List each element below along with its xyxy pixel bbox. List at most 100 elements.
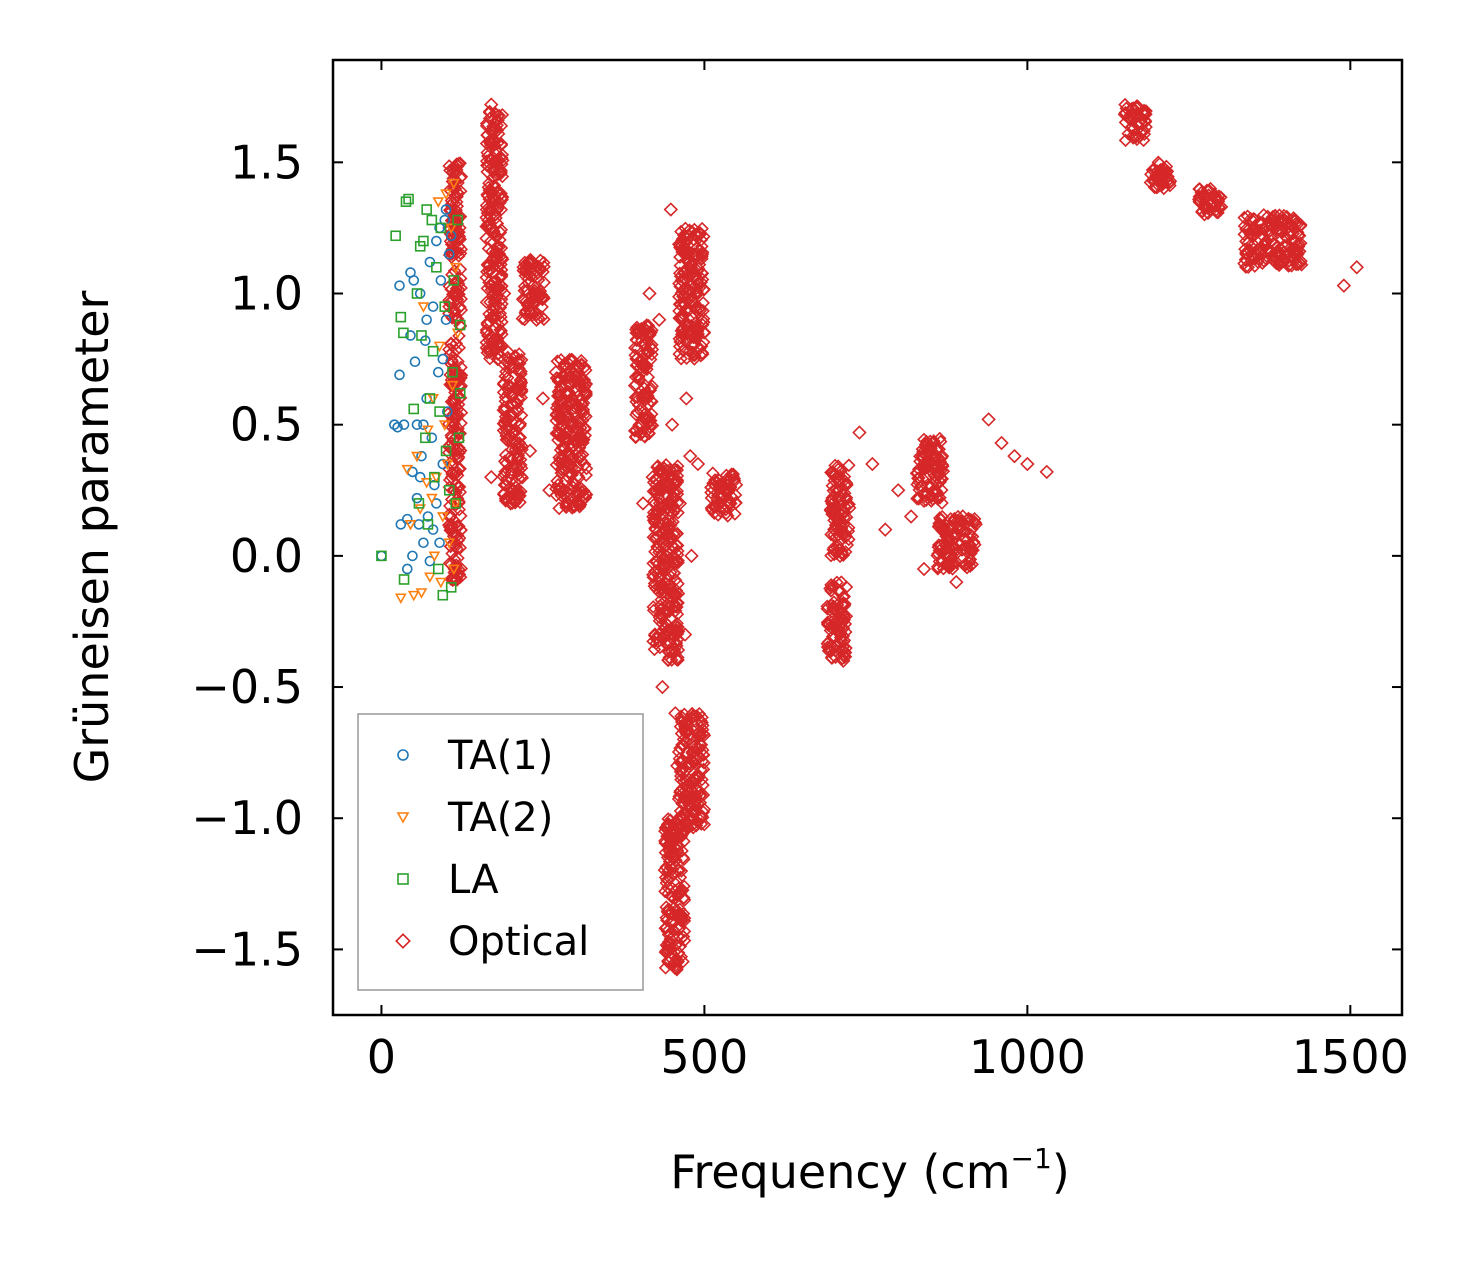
data-point xyxy=(1265,212,1281,228)
optical-cluster-marker xyxy=(528,295,542,310)
optical-cluster-marker xyxy=(652,481,667,495)
optical-cluster-marker xyxy=(498,403,512,417)
x-axis-label: Frequency (cm−1) xyxy=(670,1142,1070,1199)
data-point xyxy=(1246,228,1261,243)
optical-cluster-marker xyxy=(559,455,574,469)
optical-cluster-marker xyxy=(1191,192,1206,207)
optical-cluster-marker xyxy=(1136,133,1151,148)
optical-cluster-marker xyxy=(485,194,499,209)
data-point xyxy=(392,422,403,433)
optical-cluster-marker xyxy=(495,108,510,122)
data-point xyxy=(398,419,410,430)
optical-cluster-marker xyxy=(667,566,682,580)
optical-cluster-marker xyxy=(444,337,458,351)
optical-cluster-marker xyxy=(958,557,973,571)
optical-cluster-marker xyxy=(628,429,643,444)
optical-cluster-marker xyxy=(450,313,464,328)
x-tick-label: 1500 xyxy=(1292,1030,1409,1084)
data-point xyxy=(1123,107,1138,123)
optical-cluster xyxy=(496,345,530,510)
data-point xyxy=(434,406,445,417)
optical-cluster-marker xyxy=(497,400,512,414)
optical-cluster-marker xyxy=(1293,219,1308,233)
optical-cluster-marker xyxy=(838,530,852,545)
optical-cluster-marker xyxy=(511,352,526,367)
data-point xyxy=(826,601,841,616)
optical-cluster-marker xyxy=(493,233,507,247)
optical-cluster-marker xyxy=(490,331,505,345)
optical-cluster-marker xyxy=(824,527,838,542)
optical-cluster-marker xyxy=(1258,235,1273,249)
optical-cluster-marker xyxy=(495,279,509,293)
optical-cluster-marker xyxy=(723,480,738,495)
optical-cluster-marker xyxy=(481,213,495,228)
optical-cluster-marker xyxy=(579,385,593,399)
optical-cluster-marker xyxy=(649,484,663,498)
data-point xyxy=(437,353,449,365)
optical-cluster-marker xyxy=(832,498,847,512)
data-point xyxy=(693,811,709,826)
optical-cluster-marker xyxy=(690,284,704,299)
optical-cluster-marker xyxy=(443,347,458,361)
optical-cluster-marker xyxy=(1270,225,1285,240)
optical-cluster-marker xyxy=(839,641,853,655)
optical-cluster-marker xyxy=(641,416,656,431)
optical-cluster-marker xyxy=(679,806,694,820)
optical-cluster-marker xyxy=(660,605,675,619)
optical-cluster-marker xyxy=(662,854,677,869)
data-point xyxy=(445,582,457,593)
optical-cluster-marker xyxy=(827,595,841,609)
data-point xyxy=(442,406,453,417)
data-point xyxy=(516,260,531,275)
data-point xyxy=(670,758,685,773)
optical-cluster-marker xyxy=(521,272,535,287)
optical-cluster-marker xyxy=(672,911,687,925)
optical-cluster-marker xyxy=(945,527,960,542)
optical-cluster-marker xyxy=(482,176,496,191)
optical-cluster-marker xyxy=(695,772,709,787)
optical-cluster-marker xyxy=(509,480,523,494)
data-point xyxy=(1201,194,1216,209)
optical-cluster-marker xyxy=(574,358,589,372)
optical-cluster-marker xyxy=(479,154,494,168)
optical-cluster-marker xyxy=(486,191,501,206)
data-point xyxy=(443,538,456,549)
data-point xyxy=(427,394,439,405)
optical-cluster-marker xyxy=(919,493,933,508)
optical-cluster-marker xyxy=(692,750,706,765)
optical-cluster-marker xyxy=(445,465,460,480)
data-point xyxy=(411,419,423,430)
data-point xyxy=(435,577,447,589)
optical-cluster-marker xyxy=(663,462,677,477)
optical-cluster-marker xyxy=(674,772,688,787)
data-point xyxy=(428,551,441,563)
optical-cluster-marker xyxy=(688,268,702,283)
data-point xyxy=(448,275,460,286)
optical-cluster-marker xyxy=(685,711,699,726)
optical-cluster-marker xyxy=(445,196,460,210)
optical-cluster-marker xyxy=(479,116,494,131)
optical-cluster-marker xyxy=(522,263,537,278)
optical-cluster-marker xyxy=(679,253,694,267)
data-point xyxy=(648,522,664,537)
optical-cluster-marker xyxy=(561,384,575,399)
optical-cluster-marker xyxy=(510,460,524,474)
data-point xyxy=(438,420,451,431)
optical-cluster-marker xyxy=(672,331,687,346)
data-point xyxy=(522,443,538,459)
optical-cluster-marker xyxy=(674,864,689,878)
optical-cluster-marker xyxy=(499,456,514,471)
data-point xyxy=(401,563,413,575)
optical-cluster-marker xyxy=(1293,236,1308,251)
optical-cluster-marker xyxy=(579,461,594,476)
optical-cluster-marker xyxy=(453,570,468,584)
optical-cluster-marker xyxy=(950,542,965,557)
optical-cluster-marker xyxy=(837,608,851,622)
data-point xyxy=(421,204,432,215)
x-axis-label-text: Frequency (cm xyxy=(670,1145,1010,1199)
optical-cluster-marker xyxy=(557,488,571,502)
optical-cluster-marker xyxy=(486,251,501,265)
optical-cluster-marker xyxy=(489,142,504,157)
optical-cluster-marker xyxy=(640,413,655,427)
